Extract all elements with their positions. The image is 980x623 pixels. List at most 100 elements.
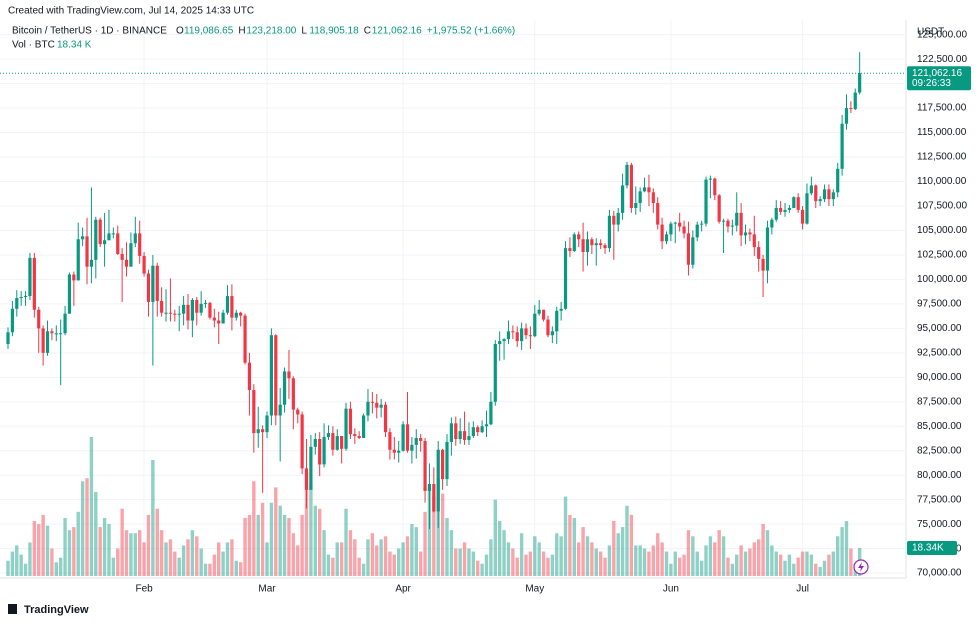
volume-bar [533, 536, 537, 576]
volume-bar [484, 554, 489, 576]
candle-body [111, 233, 115, 235]
candle-body [19, 297, 23, 299]
volume-bar [414, 527, 418, 576]
candle-body [225, 296, 230, 313]
volume-bar [572, 517, 577, 576]
volume-bar [721, 536, 726, 576]
volume-bar [497, 521, 502, 576]
candle-body [291, 378, 295, 410]
candle-body [498, 341, 502, 345]
candle-body [695, 224, 699, 238]
candle-body [682, 226, 686, 234]
candle-body [572, 234, 576, 252]
volume-bar [656, 533, 660, 576]
volume-bar [713, 542, 717, 576]
volume-bar [695, 551, 699, 576]
volume-bar [37, 524, 41, 576]
candle-body [642, 187, 647, 192]
candle-body [348, 408, 353, 435]
volume-bar [770, 545, 774, 576]
candle-body [511, 331, 515, 333]
candle-body [173, 313, 177, 315]
candle-body [326, 433, 331, 438]
volume-bar [620, 527, 625, 576]
volume-bar [743, 551, 748, 576]
candle-body [313, 438, 317, 447]
volume-bar [67, 530, 72, 576]
candle-body [625, 164, 629, 186]
candle-body [818, 199, 822, 202]
volume-bar [752, 542, 756, 576]
volume-bar [800, 551, 805, 576]
volume-bar [489, 539, 493, 576]
volume-bar [449, 530, 454, 576]
y-tick-label: 105,000.00 [917, 225, 967, 236]
volume-bar [366, 539, 370, 576]
volume-bar [726, 557, 730, 576]
volume-bar [265, 542, 269, 576]
volume-tag: 18.34K [912, 543, 944, 554]
candle-body [41, 328, 45, 353]
volume-bar [581, 527, 585, 576]
volume-bar [116, 548, 120, 576]
volume-bar [146, 514, 151, 576]
volume-bar [598, 551, 603, 576]
candle-body [700, 223, 704, 225]
candle-body [748, 232, 752, 235]
candle-body [814, 185, 818, 202]
volume-bar [432, 496, 436, 576]
candle-body [831, 192, 835, 200]
candle-body [774, 207, 778, 220]
candle-body [287, 371, 291, 379]
volume-bar [669, 563, 673, 576]
candle-body [739, 212, 743, 236]
candle-body [45, 331, 50, 353]
candle-body [603, 245, 607, 249]
x-tick-label: Jul [796, 584, 809, 595]
volume-bar [739, 545, 743, 576]
candle-body [555, 310, 559, 332]
candle-body [506, 331, 511, 340]
volume-bar [559, 536, 563, 576]
candle-body [822, 189, 827, 200]
volume-bar [89, 437, 94, 576]
candle-body [247, 362, 252, 391]
volume-bar [19, 554, 23, 576]
y-tick-label: 77,500.00 [917, 494, 962, 505]
candle-body [383, 404, 388, 433]
volume-bar [629, 514, 634, 576]
volume-bar [63, 517, 67, 576]
volume-bar [783, 560, 787, 576]
ohlc-label: L [301, 26, 307, 37]
candle-body [208, 302, 212, 318]
volume-bar [221, 551, 225, 576]
volume-bar [375, 545, 379, 576]
candle-body [331, 433, 335, 450]
candle-body [32, 257, 36, 310]
candle-body [436, 449, 440, 512]
change: +1,975.52 (+1.66%) [427, 26, 515, 37]
candle-body [155, 265, 159, 301]
volume-bar [41, 514, 45, 576]
candle-body [713, 178, 717, 196]
candle-body [81, 236, 85, 240]
candle-body [67, 274, 72, 314]
candle-body [120, 253, 124, 260]
candle-body [669, 223, 673, 235]
candle-body [164, 312, 168, 314]
volume-bar [761, 524, 765, 576]
ohlc-label: C [364, 26, 371, 37]
candle-body [432, 484, 436, 512]
candle-body [730, 225, 734, 227]
volume-bar [309, 484, 313, 576]
candle-body [392, 449, 396, 453]
volume-bar [155, 508, 159, 576]
volume-bar [458, 548, 462, 576]
candle-body [678, 222, 682, 227]
candle-body [230, 296, 234, 318]
candle-body [116, 233, 120, 254]
candle-body [590, 239, 594, 246]
volume-bar [326, 554, 331, 576]
volume-bar [45, 525, 50, 576]
candle-body [783, 209, 787, 212]
